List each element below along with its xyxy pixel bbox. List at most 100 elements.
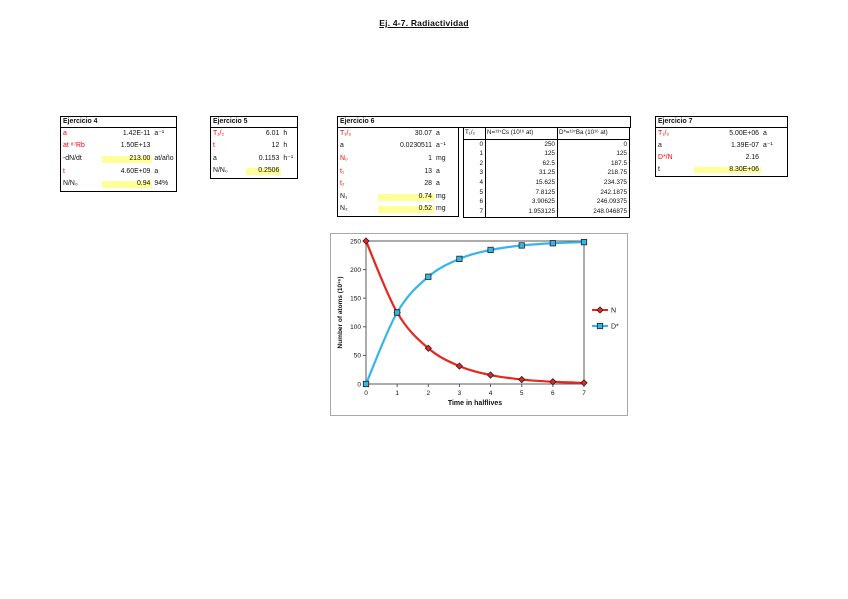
table-row: 5 7.8125 242.1875 — [464, 187, 629, 198]
param-row: t₂ 28 a — [338, 178, 458, 191]
svg-text:Number of atoms (10¹⁶): Number of atoms (10¹⁶) — [337, 277, 344, 349]
halflife-data-table: T₁/₂ N=¹³⁷Cs (10¹⁶ at) D*=¹³⁷Ba (10¹⁶ at) 0… — [463, 128, 630, 218]
ejercicio-4-table: Ejercicio 4 a 1.42E-11 a⁻¹ at ⁸⁷Rb 1.50E+13 -… — [60, 116, 177, 192]
param-value: 1.42E-11 — [122, 129, 151, 137]
param-row: N/N₀ 0.2506 — [211, 166, 297, 179]
cell: 250 — [485, 140, 557, 150]
svg-text:1: 1 — [395, 390, 399, 397]
column-header: D*=¹³⁷Ba (10¹⁶ at) — [557, 128, 629, 139]
param-label: t — [658, 165, 660, 173]
param-value: 2.16 — [745, 153, 759, 161]
cell: 234.375 — [557, 178, 629, 188]
param-row: t₁ 13 a — [338, 166, 458, 179]
cell: 3 — [479, 169, 483, 177]
svg-text:5: 5 — [520, 390, 524, 397]
param-label: N₀ — [340, 155, 348, 163]
param-label: t — [213, 142, 215, 150]
param-value: 213.00 — [102, 155, 153, 163]
param-row: D*/N 2.16 — [656, 152, 787, 164]
param-label: T₁/₂ — [340, 129, 352, 137]
param-value: 4.60E+09 — [120, 167, 151, 175]
param-row: N/N₀ 0.94 94% — [61, 178, 176, 191]
table-row: 1 125 125 — [464, 149, 629, 160]
param-row: t 4.60E+09 a — [61, 166, 176, 179]
cell: 5 — [479, 188, 483, 196]
svg-text:6: 6 — [551, 390, 555, 397]
svg-text:2: 2 — [426, 390, 430, 397]
param-label: a — [63, 129, 67, 137]
cell: 4 — [479, 178, 483, 186]
param-unit: mg — [436, 192, 446, 200]
param-unit: a — [154, 167, 159, 175]
ejercicio-7-rows: T₁/₂ 5.00E+06 a a 1.39E-07 a⁻¹ D*/N 2.16 t 8.30E+… — [655, 128, 788, 177]
chart-plot-area: 0 1 2 3 4 5 6 7 0 50 100 150 200 250 Time in halflives… — [331, 234, 627, 413]
param-value: 0.2506 — [246, 167, 282, 176]
cell: 1.953125 — [485, 207, 557, 217]
cell: 218.75 — [557, 168, 629, 179]
param-row: N₀ 1 mg — [338, 153, 458, 166]
param-row: N₂ 0.52 mg — [338, 204, 458, 217]
param-unit: a — [763, 129, 767, 137]
cell: 31.25 — [485, 168, 557, 179]
param-label: T₁/₂ — [213, 129, 225, 137]
svg-text:D*: D* — [611, 324, 619, 331]
svg-text:4: 4 — [489, 390, 493, 397]
svg-text:200: 200 — [350, 267, 361, 274]
column-header: N=¹³⁷Cs (10¹⁶ at) — [485, 128, 557, 139]
cell: 1 — [479, 150, 483, 158]
ejercicio-5-rows: T₁/₂ 6.01 h t 12 h a 0.1153 h⁻¹ N/N₀ 0.2506 — [210, 128, 298, 179]
cell: 3.90625 — [485, 197, 557, 208]
param-unit: a⁻¹ — [436, 142, 446, 150]
param-row: T₁/₂ 30.07 a — [338, 128, 458, 141]
param-label: t₁ — [340, 167, 345, 175]
table-row: 2 62.5 187.5 — [464, 159, 629, 169]
param-unit: a⁻¹ — [154, 129, 165, 137]
table-row: 0 250 0 — [464, 140, 629, 150]
cell: 2 — [479, 159, 483, 167]
param-unit: 94% — [154, 180, 169, 188]
param-row: T₁/₂ 6.01 h — [211, 128, 297, 141]
cell: 7.8125 — [485, 187, 557, 198]
param-value: 30.07 — [414, 129, 432, 137]
param-label: t — [63, 167, 65, 175]
param-row: at ⁸⁷Rb 1.50E+13 — [61, 141, 176, 154]
param-unit: h — [283, 129, 288, 137]
param-label: N/N₀ — [63, 180, 78, 188]
param-value: 12 — [271, 142, 280, 150]
cell: 242.1875 — [557, 187, 629, 198]
svg-text:Time in halflives: Time in halflives — [448, 400, 502, 407]
param-row: a 1.42E-11 a⁻¹ — [61, 128, 176, 141]
ejercicio-7-title: Ejercicio 7 — [655, 116, 788, 128]
svg-text:250: 250 — [350, 238, 361, 245]
param-value: 8.30E+06 — [694, 166, 761, 174]
ejercicio-5-table: Ejercicio 5 T₁/₂ 6.01 h t 12 h a 0.1153 h⁻¹ N/N₀ 0… — [210, 116, 298, 179]
cell: 246.09375 — [557, 197, 629, 208]
param-unit: h — [283, 142, 288, 150]
param-unit: mg — [436, 205, 446, 213]
param-value: 0.0230511 — [399, 142, 432, 150]
param-label: t₂ — [340, 180, 345, 188]
param-value: 0.52 — [378, 206, 434, 214]
cell: 0 — [557, 140, 629, 150]
ejercicio-5-title: Ejercicio 5 — [210, 116, 298, 128]
svg-text:150: 150 — [350, 296, 361, 303]
param-label: a — [213, 154, 217, 162]
ejercicio-6-table: Ejercicio 6 T₁/₂ 30.07 a a 0.0230511 a⁻¹ N₀ 1 mg… — [337, 116, 631, 218]
param-value: 1.50E+13 — [120, 142, 151, 150]
cell: 0 — [479, 140, 483, 148]
param-row: N₁ 0.74 mg — [338, 191, 458, 204]
param-value: 0.1153 — [258, 154, 280, 162]
param-unit: a — [436, 167, 440, 175]
param-row: T₁/₂ 5.00E+06 a — [656, 128, 787, 140]
table-row: 6 3.90625 246.09375 — [464, 197, 629, 208]
table-row: 3 31.25 218.75 — [464, 168, 629, 179]
param-value: 1 — [428, 155, 432, 163]
param-value: 0.94 — [102, 180, 153, 189]
svg-text:7: 7 — [582, 390, 586, 397]
param-row: a 0.0230511 a⁻¹ — [338, 141, 458, 154]
cell: 125 — [485, 149, 557, 160]
column-header: T₁/₂ — [465, 129, 475, 137]
param-value: 28 — [424, 180, 432, 188]
param-row: t 8.30E+06 — [656, 164, 787, 176]
